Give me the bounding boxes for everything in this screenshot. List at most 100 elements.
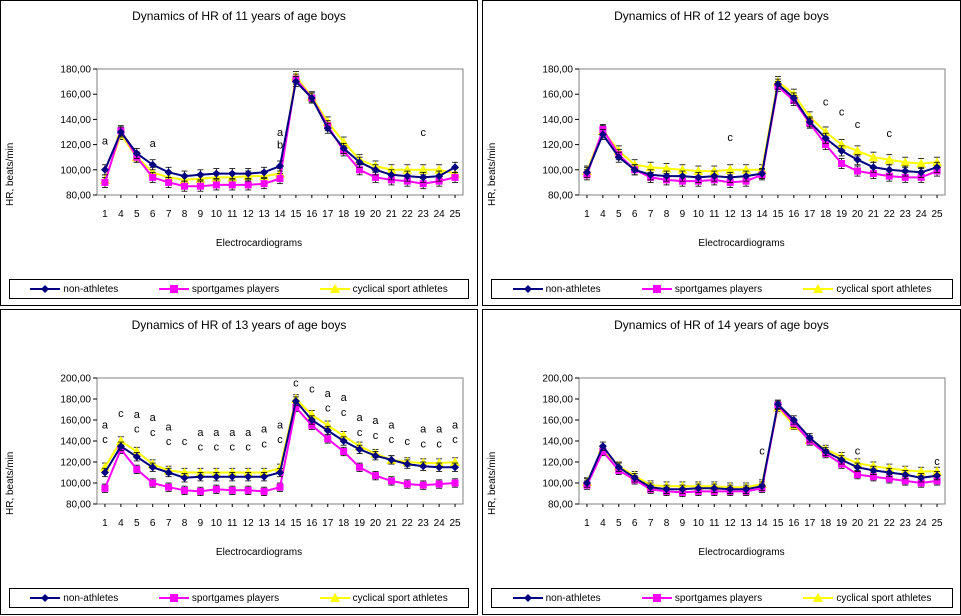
annotation-label: c <box>182 436 188 448</box>
x-tick-label: 17 <box>322 518 334 529</box>
data-point <box>900 465 911 475</box>
data-point <box>693 166 704 176</box>
data-point <box>195 467 206 477</box>
data-point <box>228 486 236 494</box>
legend-item-cyclical: cyclical sport athletes <box>803 593 931 604</box>
y-tick-label: 80,00 <box>66 500 91 511</box>
data-point <box>678 172 687 181</box>
x-tick-label: 10 <box>693 518 705 529</box>
annotation-label: c <box>839 107 845 119</box>
annotation-label: a <box>436 424 443 436</box>
legend: non-athletes sportgames players cyclical… <box>9 588 469 608</box>
x-tick-label: 1 <box>102 209 108 220</box>
data-point <box>868 461 879 471</box>
data-point <box>435 172 444 181</box>
x-tick-label: 5 <box>134 209 140 220</box>
data-point <box>419 180 427 188</box>
data-point <box>419 481 427 489</box>
x-tick-label: 19 <box>354 209 366 220</box>
data-point <box>805 117 814 126</box>
data-point <box>933 477 941 485</box>
data-point <box>403 460 412 469</box>
x-tick-label: 12 <box>243 518 255 529</box>
x-tick-label: 9 <box>680 518 686 529</box>
data-point <box>164 468 173 477</box>
x-tick-label: 19 <box>836 209 848 220</box>
data-point <box>243 467 254 477</box>
annotation-label: c <box>261 438 267 450</box>
y-tick-label: 120,00 <box>542 140 573 151</box>
legend: non-athletes sportgames players cyclical… <box>491 279 953 299</box>
data-point <box>435 480 443 488</box>
data-point <box>149 479 157 487</box>
data-point <box>725 164 736 174</box>
data-point <box>291 77 300 86</box>
annotation-label: c <box>277 434 283 446</box>
data-point <box>116 442 125 451</box>
x-tick-label: 14 <box>756 518 768 529</box>
data-point <box>100 165 109 174</box>
data-point <box>853 155 862 164</box>
data-point <box>355 445 364 454</box>
annotation-label: a <box>150 138 157 150</box>
x-tick-label: 9 <box>198 518 204 529</box>
x-axis-label: Electrocardiograms <box>698 238 785 249</box>
chart-title: Dynamics of HR of 14 years of age boys <box>614 318 829 332</box>
legend-item-non-athletes: non-athletes <box>512 593 601 604</box>
x-tick-label: 14 <box>274 518 286 529</box>
annotation-label: a <box>150 412 157 424</box>
data-point <box>710 172 719 181</box>
data-point <box>853 463 862 472</box>
legend-item-sportgames: sportgames players <box>641 593 762 604</box>
data-point <box>678 485 687 494</box>
x-tick-label: 11 <box>227 518 238 529</box>
y-tick-label: 160,00 <box>542 416 573 427</box>
data-point <box>630 473 639 482</box>
legend: non-athletes sportgames players cyclical… <box>491 588 953 608</box>
data-point <box>662 172 671 181</box>
y-tick-label: 160,00 <box>60 90 91 101</box>
x-tick-label: 7 <box>166 209 172 220</box>
annotation-label: a <box>166 422 173 434</box>
legend-item-cyclical: cyclical sport athletes <box>803 284 931 295</box>
legend-item-sportgames: sportgames players <box>158 593 279 604</box>
annotation-label: c <box>166 436 172 448</box>
x-tick-label: 5 <box>616 209 622 220</box>
annotation-label: a <box>277 127 284 139</box>
data-point <box>451 173 459 181</box>
data-point <box>100 468 109 477</box>
chart-svg: 80,00 100,00 120,00 140,00 160,00 180,00 200,0… <box>60 374 464 529</box>
data-point <box>773 80 782 89</box>
data-point <box>403 172 412 181</box>
data-point <box>451 463 460 472</box>
data-point <box>932 157 943 167</box>
x-tick-label: 20 <box>852 209 864 220</box>
data-point <box>885 475 893 483</box>
data-point <box>709 166 720 176</box>
chart-title: Dynamics of HR of 13 years of age boys <box>131 318 347 332</box>
annotation-label: c <box>150 427 156 439</box>
data-point <box>869 170 877 178</box>
annotation-label: a <box>102 136 109 148</box>
annotation-label: b <box>277 139 283 151</box>
annotation-label: c <box>102 434 108 446</box>
data-point <box>836 139 847 149</box>
x-axis-label: Electrocardiograms <box>698 547 785 558</box>
data-point <box>901 173 909 181</box>
y-tick-label: 100,00 <box>60 479 91 490</box>
data-point <box>837 455 846 464</box>
data-point <box>356 166 364 174</box>
x-tick-label: 19 <box>836 518 848 529</box>
data-point <box>340 448 348 455</box>
y-tick-label: 100,00 <box>542 479 573 490</box>
annotation-label: c <box>887 128 893 140</box>
y-tick-label: 80,00 <box>548 191 573 202</box>
annotation-label: c <box>309 384 315 396</box>
x-tick-label: 8 <box>182 518 188 529</box>
x-tick-label: 9 <box>198 209 204 220</box>
data-point <box>324 435 332 443</box>
data-point <box>694 484 703 493</box>
data-point <box>451 479 459 487</box>
data-point <box>694 173 703 182</box>
